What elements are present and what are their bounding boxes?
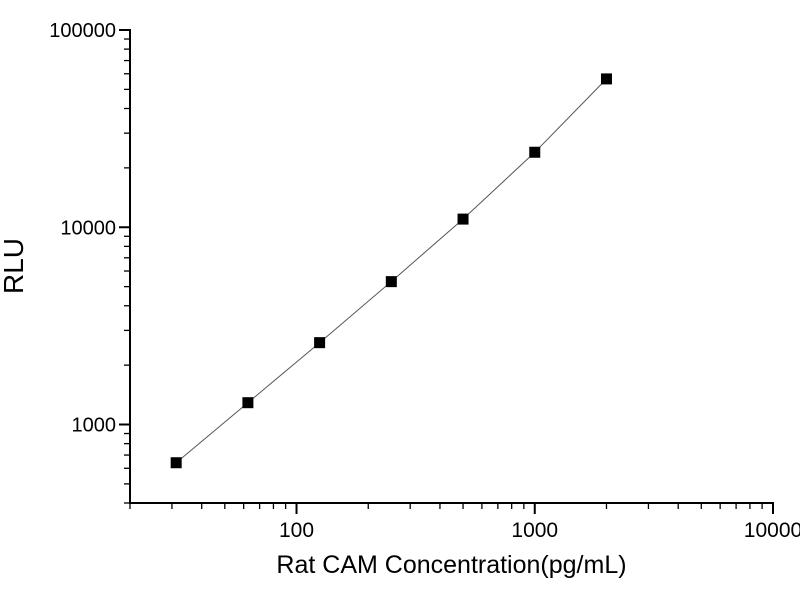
series-line	[175, 78, 607, 464]
x-axis-title: Rat CAM Concentration(pg/mL)	[276, 551, 627, 579]
x-tick-label: 10000	[744, 519, 800, 542]
x-tick-label: 1000	[511, 519, 558, 542]
data-point-marker	[457, 213, 469, 225]
data-point-marker	[170, 457, 182, 469]
y-tick-label: 1000	[72, 415, 117, 437]
x-tick-label: 100	[279, 519, 314, 542]
data-point-marker	[314, 337, 326, 349]
data-point-marker	[529, 146, 541, 158]
data-point-marker	[600, 73, 612, 85]
y-axis-title: RLU	[0, 237, 29, 295]
y-tick-label: 100000	[49, 20, 116, 42]
data-point-marker	[385, 276, 397, 288]
data-point-marker	[242, 397, 254, 409]
y-tick-label: 10000	[60, 217, 116, 239]
